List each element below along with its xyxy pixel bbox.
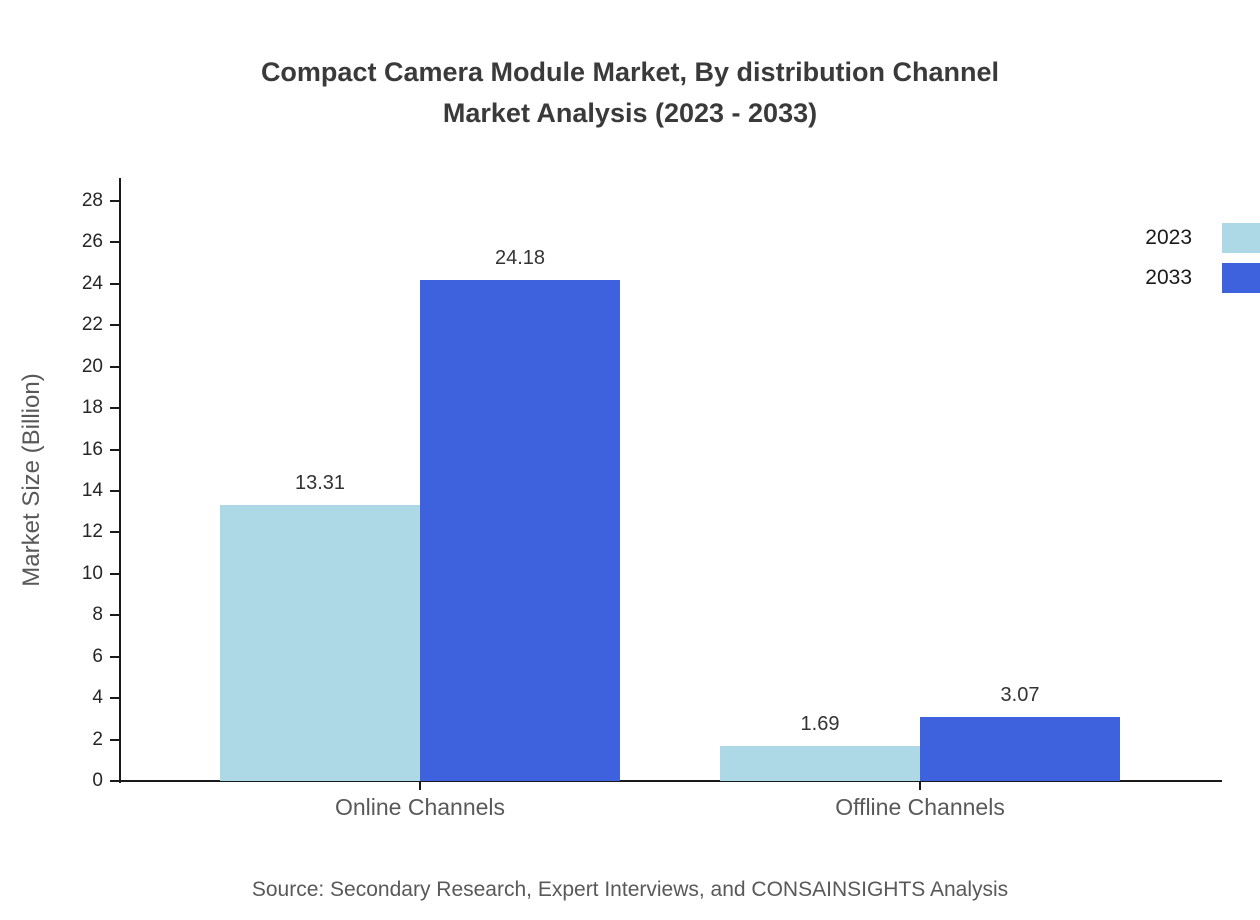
x-tick-mark — [419, 782, 421, 790]
legend-swatch — [1222, 263, 1260, 293]
bar-2033-1 — [420, 280, 620, 781]
y-tick-label: 2 — [92, 728, 103, 750]
bar-2023-1 — [220, 505, 420, 781]
y-tick-mark — [110, 365, 120, 368]
y-tick-mark — [110, 324, 120, 327]
legend-label: 2023 — [1145, 226, 1192, 249]
category-label: Offline Channels — [835, 794, 1005, 820]
value-label: 3.07 — [1000, 684, 1040, 707]
bar-2023-2 — [720, 745, 920, 781]
legend-item-2033: 2033 — [1145, 258, 1260, 298]
category-label: Online Channels — [334, 794, 506, 820]
y-tick-label: 10 — [81, 562, 103, 584]
chart-title: Compact Camera Module Market, By distrib… — [0, 52, 1260, 134]
legend-swatch — [1222, 223, 1260, 253]
y-tick-label: 24 — [81, 272, 103, 294]
y-tick-mark — [110, 241, 120, 244]
y-tick-label: 14 — [81, 480, 103, 501]
y-tick-mark — [110, 531, 120, 534]
y-tick-mark — [110, 780, 120, 782]
y-tick-label: 6 — [92, 645, 103, 667]
y-tick-label: 22 — [81, 314, 103, 336]
y-tick-mark — [110, 614, 120, 617]
chart-title-line1: Compact Camera Module Market, By distrib… — [260, 57, 1000, 87]
y-tick-label: 28 — [81, 190, 103, 211]
y-tick-mark — [110, 490, 120, 492]
legend-item-2023: 2023 — [1145, 218, 1260, 258]
y-tick-label: 8 — [92, 604, 103, 626]
legend-label: 2033 — [1145, 266, 1192, 289]
x-axis-line — [118, 780, 1222, 782]
y-tick-mark — [110, 407, 120, 410]
y-axis-line — [119, 178, 121, 783]
y-tick-mark — [110, 697, 120, 700]
source-note: Source: Secondary Research, Expert Inter… — [251, 878, 1009, 901]
y-tick-mark — [110, 655, 120, 658]
y-tick-mark — [110, 282, 120, 285]
legend: 2023 2033 — [1145, 218, 1260, 298]
y-tick-label: 16 — [81, 438, 103, 460]
y-tick-label: 12 — [81, 521, 103, 543]
y-tick-label: 4 — [92, 687, 103, 709]
y-tick-label: 0 — [92, 770, 103, 791]
value-label: 13.31 — [294, 472, 346, 495]
y-tick-mark — [110, 448, 120, 451]
value-label: 1.69 — [800, 712, 840, 735]
y-tick-mark — [110, 738, 120, 741]
y-tick-label: 20 — [81, 355, 103, 377]
chart-title-line2: Market Analysis (2023 - 2033) — [442, 98, 818, 128]
x-tick-mark — [919, 782, 921, 790]
value-label: 24.18 — [494, 247, 546, 270]
y-tick-mark — [110, 200, 120, 202]
y-tick-label: 18 — [81, 397, 103, 419]
y-tick-mark — [110, 572, 120, 575]
bar-2033-2 — [920, 717, 1120, 781]
y-tick-label: 26 — [81, 231, 103, 253]
